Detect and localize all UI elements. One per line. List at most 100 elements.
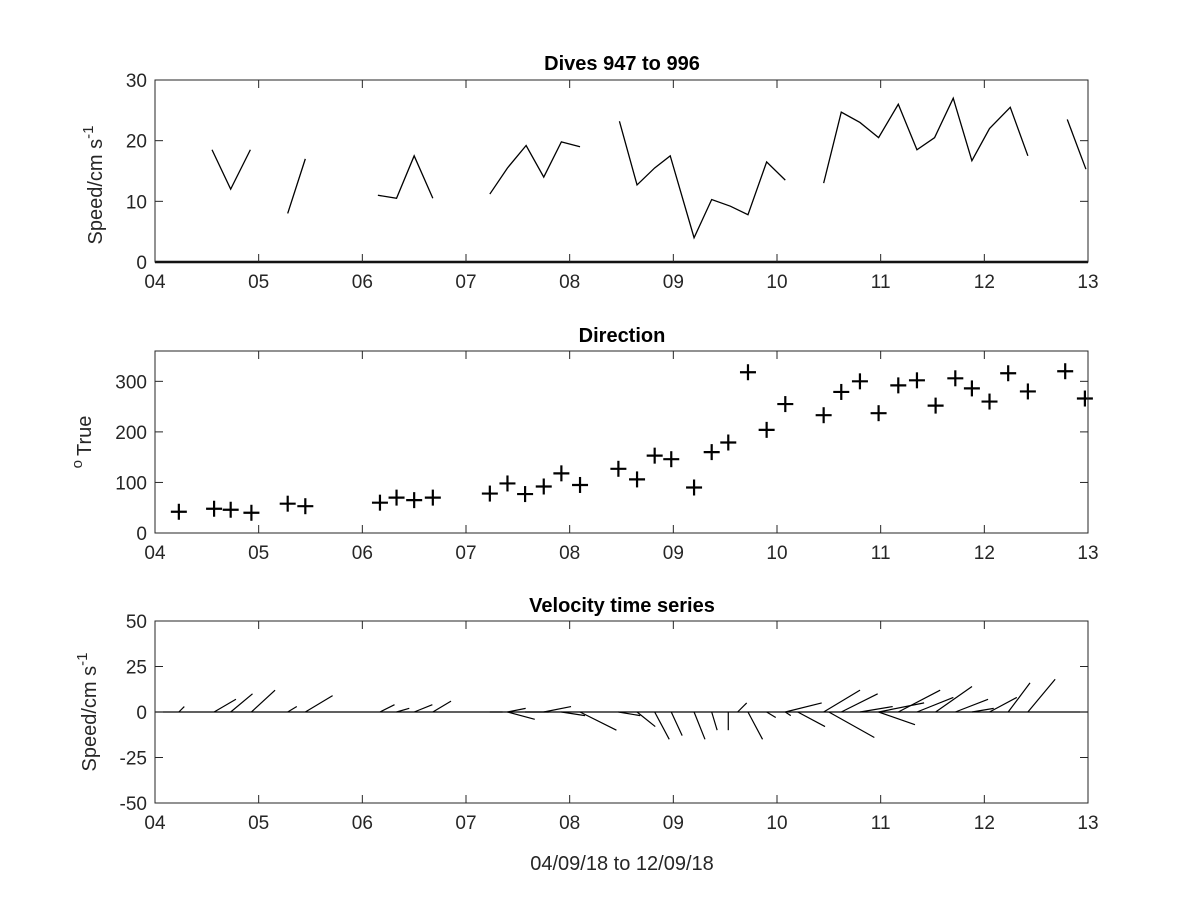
direction-point [646,447,663,464]
speed-series-line [618,121,786,240]
direction-x-tick-label: 13 [1077,543,1098,564]
velocity-y-tick-label: 25 [126,658,147,679]
direction-x-tick-label: 10 [766,543,787,564]
speed-x-tick-label: 05 [248,272,269,293]
velocity-stick [878,702,925,713]
direction-point [963,380,980,397]
direction-point [222,501,239,518]
direction-y-tick-label: 100 [115,473,147,494]
direction-point [206,500,223,517]
velocity-x-tick-label: 07 [455,813,476,834]
direction-point [777,396,794,413]
velocity-panel-title: Velocity time series [529,595,715,617]
velocity-stick [507,707,526,713]
speed-axes: 04 05 06 07 08 09 10 11 12 13 0 10 20 30 [126,71,1099,293]
velocity-stick [213,698,237,713]
direction-point [739,364,756,381]
velocity-stick [561,711,586,717]
velocity-stick [305,695,333,713]
speed-series-line [823,96,1029,184]
velocity-x-tick-label: 10 [766,813,787,834]
velocity-x-tick-label: 09 [663,813,684,834]
direction-marks [170,363,1093,521]
direction-point [388,489,405,506]
speed-y-tick-label: 30 [126,71,147,92]
direction-x-tick-label: 05 [248,543,269,564]
direction-point [170,503,187,520]
speed-series-line [211,149,251,191]
velocity-stick [898,689,941,713]
speed-panel-title: Dives 947 to 996 [544,53,700,75]
velocity-stick [230,693,253,713]
direction-axes: 04 05 06 07 08 09 10 11 12 13 0 100 200 300 [115,350,1099,564]
velocity-stick [507,711,535,720]
direction-point [572,476,589,493]
velocity-stick [379,704,395,713]
direction-y-axis-label-text: True [74,416,96,456]
speed-axes-box [154,79,1089,263]
direction-point [890,377,907,394]
direction-point [870,405,887,422]
velocity-stick [396,707,410,713]
direction-x-tick-label: 07 [455,543,476,564]
direction-point [1000,365,1017,382]
direction-point [517,486,534,503]
velocity-stick [784,711,792,717]
speed-y-tick-label: 20 [126,132,147,153]
speed-series-line [1066,119,1087,170]
velocity-axes: 04 05 06 07 08 09 10 11 12 13 50 25 0 -25 -50 [120,612,1099,834]
velocity-x-tick-label: 05 [248,813,269,834]
velocity-marks [155,678,1088,740]
velocity-stick [251,689,276,713]
velocity-stick [670,711,683,736]
velocity-x-tick-label: 04 [144,813,166,834]
velocity-stick [737,702,748,713]
direction-point [686,479,703,496]
velocity-stick [178,706,185,713]
direction-point [279,495,296,512]
speed-y-axis-label-text: Speed/cm s [85,139,107,245]
direction-point [406,492,423,509]
direction-point [851,373,868,390]
velocity-x-tick-label: 11 [871,813,891,834]
velocity-x-tick-label: 08 [559,813,580,834]
direction-x-tick-label: 12 [974,543,995,564]
velocity-stick [785,702,822,713]
velocity-stick [1007,682,1031,713]
speed-x-tick-label: 12 [974,272,995,293]
velocity-stick [747,711,764,740]
velocity-stick [579,711,617,731]
direction-point [703,444,720,461]
velocity-stick [797,711,826,728]
velocity-x-tick-label: 06 [352,813,373,834]
direction-point [499,475,516,492]
direction-point [947,370,964,387]
velocity-stick [654,711,670,740]
velocity-y-tick-label: 0 [136,703,147,724]
velocity-x-tick-label: 13 [1077,813,1098,834]
speed-y-axis-label-sup: -1 [80,126,97,139]
speed-x-tick-label: 09 [663,272,684,293]
speed-x-tick-label: 11 [871,272,891,293]
direction-panel: Direction 04 05 06 07 08 09 10 11 12 13 0 100 200 300… [69,325,1099,564]
direction-axes-box [154,350,1089,534]
direction-x-tick-label: 11 [871,543,891,564]
velocity-y-tick-label: -50 [120,794,147,815]
direction-point [833,383,850,400]
speed-y-tick-label: 0 [136,253,147,274]
speed-x-tick-label: 06 [352,272,373,293]
direction-point [720,434,737,451]
direction-point [1057,363,1074,380]
direction-point [424,489,441,506]
velocity-stick [413,704,433,713]
velocity-panel: Velocity time series 04 05 06 07 08 09 10 11 12 1… [74,595,1099,834]
direction-y-axis-label: o True [69,416,96,469]
direction-point [981,393,998,410]
velocity-stick [823,689,861,713]
speed-x-tick-label: 10 [766,272,787,293]
direction-panel-title: Direction [579,325,666,347]
velocity-y-axis-label-sup: -1 [74,653,91,666]
speed-series-line [489,141,581,195]
velocity-stick [618,711,641,717]
